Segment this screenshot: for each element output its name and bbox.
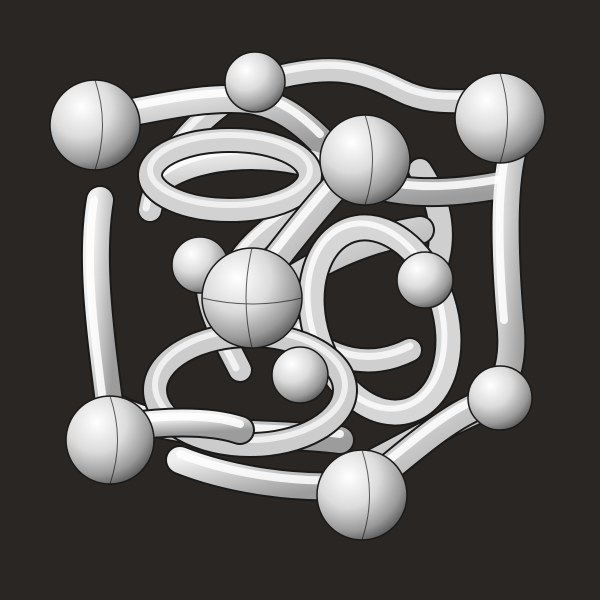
sphere-node bbox=[49, 79, 141, 171]
sphere-node bbox=[396, 251, 454, 309]
sphere-node bbox=[319, 114, 411, 206]
sphere-node bbox=[316, 449, 408, 541]
seam-lines bbox=[94, 72, 508, 541]
loop-highlight bbox=[147, 132, 313, 208]
sphere-node bbox=[65, 395, 155, 485]
sphere-node bbox=[467, 365, 533, 431]
sphere-node bbox=[271, 346, 329, 404]
sphere-node bbox=[201, 247, 303, 349]
sphere-node bbox=[454, 72, 546, 164]
sphere-node bbox=[224, 51, 286, 113]
